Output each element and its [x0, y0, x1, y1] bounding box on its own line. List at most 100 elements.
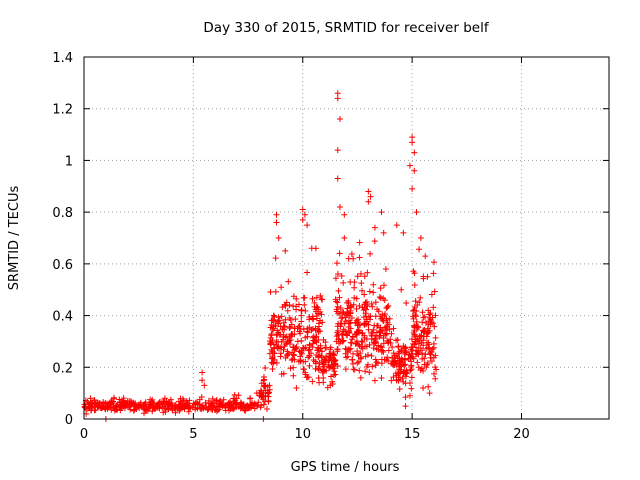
data-point	[123, 401, 130, 408]
data-point	[352, 331, 359, 338]
data-point	[371, 238, 378, 245]
data-point	[116, 396, 123, 403]
data-point	[230, 395, 237, 402]
data-point	[82, 403, 89, 410]
data-point	[408, 385, 415, 392]
data-point	[386, 326, 393, 333]
data-point	[424, 273, 431, 280]
data-point	[376, 333, 383, 340]
data-point	[87, 395, 94, 402]
data-point	[151, 405, 158, 412]
data-point	[365, 188, 372, 195]
data-point	[402, 394, 409, 401]
data-point	[405, 355, 412, 362]
data-point	[245, 405, 252, 412]
data-point	[277, 350, 284, 357]
data-point	[360, 314, 367, 321]
data-point	[356, 367, 363, 374]
data-point	[358, 343, 365, 350]
data-point	[199, 377, 206, 384]
data-point	[386, 315, 393, 322]
data-point	[299, 206, 306, 213]
data-point	[404, 369, 411, 376]
data-point	[301, 294, 308, 301]
data-point	[348, 251, 355, 258]
data-point	[298, 312, 305, 319]
grid-lines	[84, 57, 609, 419]
data-point	[406, 162, 413, 169]
data-point	[413, 318, 420, 325]
data-point	[309, 344, 316, 351]
data-point	[340, 328, 347, 335]
data-point	[432, 334, 439, 341]
data-point	[419, 355, 426, 362]
data-point	[268, 346, 275, 353]
data-point	[275, 320, 282, 327]
data-point	[304, 222, 311, 229]
data-point	[191, 401, 198, 408]
data-point	[384, 337, 391, 344]
data-point	[383, 305, 390, 312]
data-point	[336, 116, 343, 123]
data-point	[418, 332, 425, 339]
data-point	[212, 404, 219, 411]
data-point	[287, 365, 294, 372]
data-point	[368, 352, 375, 359]
data-point	[269, 337, 276, 344]
data-point	[284, 307, 291, 314]
y-tick-label: 0	[65, 413, 73, 428]
y-tick-label: 1.2	[52, 103, 73, 118]
data-point	[213, 397, 220, 404]
data-point	[291, 331, 298, 338]
data-point	[268, 332, 275, 339]
data-point	[268, 339, 275, 346]
data-point	[99, 401, 106, 408]
data-point	[110, 394, 117, 401]
data-point	[380, 317, 387, 324]
data-point	[431, 323, 438, 330]
data-point	[426, 327, 433, 334]
data-point	[311, 299, 318, 306]
data-point	[426, 345, 433, 352]
data-point	[402, 403, 409, 410]
data-point	[348, 303, 355, 310]
data-point	[296, 348, 303, 355]
data-point	[430, 304, 437, 311]
data-point	[329, 378, 336, 385]
data-point	[304, 329, 311, 336]
data-point	[377, 295, 384, 302]
data-point	[252, 401, 259, 408]
data-point	[345, 346, 352, 353]
data-point	[411, 282, 418, 289]
data-point	[328, 373, 335, 380]
data-point	[264, 383, 271, 390]
data-point	[285, 278, 292, 285]
data-point	[309, 326, 316, 333]
data-point	[266, 350, 273, 357]
data-point	[291, 325, 298, 332]
data-point	[335, 320, 342, 327]
data-point	[420, 314, 427, 321]
data-point	[302, 369, 309, 376]
data-point	[422, 319, 429, 326]
plot-frame	[83, 56, 610, 420]
data-point	[425, 307, 432, 314]
data-point	[241, 407, 248, 414]
data-point	[394, 336, 401, 343]
data-point	[304, 328, 311, 335]
data-point	[310, 340, 317, 347]
data-point	[201, 382, 208, 389]
data-point	[396, 355, 403, 362]
data-point	[302, 307, 309, 314]
data-point	[409, 139, 416, 146]
data-point	[262, 387, 269, 394]
data-point	[381, 297, 388, 304]
data-point	[290, 364, 297, 371]
data-point	[324, 384, 331, 391]
data-point	[358, 280, 365, 287]
data-point	[280, 346, 287, 353]
data-point	[258, 402, 265, 409]
data-point	[295, 323, 302, 330]
data-point	[430, 354, 437, 361]
data-point	[411, 167, 418, 174]
